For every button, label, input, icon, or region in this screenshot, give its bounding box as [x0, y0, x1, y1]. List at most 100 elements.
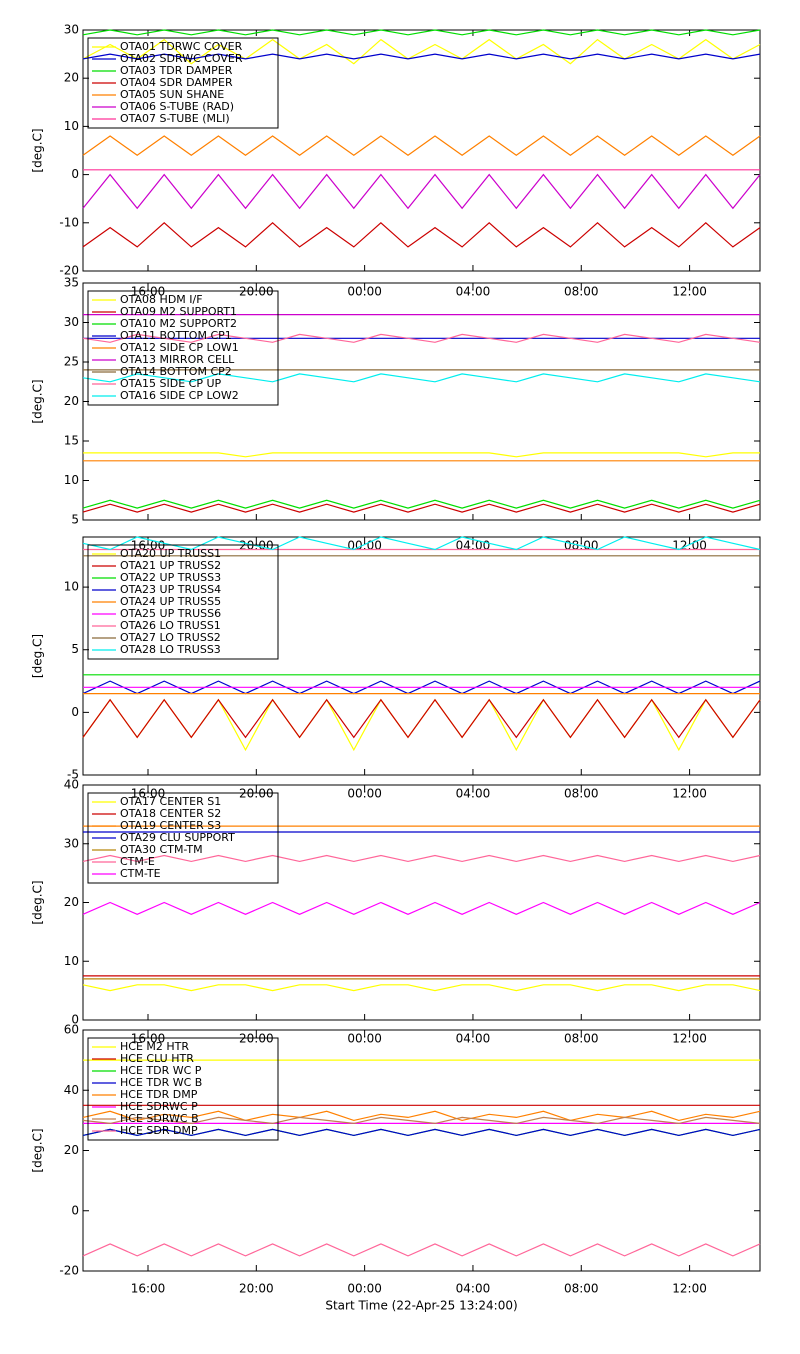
y-tick-label: 35 — [64, 276, 79, 290]
legend-label: OTA30 CTM-TM — [120, 843, 203, 856]
legend-label: OTA24 UP TRUSS5 — [120, 595, 221, 608]
x-tick-label: 04:00 — [456, 285, 491, 299]
legend-label: OTA10 M2 SUPPORT2 — [120, 317, 237, 330]
legend-label: OTA21 UP TRUSS2 — [120, 559, 221, 572]
y-tick-label: 10 — [64, 580, 79, 594]
y-tick-label: 20 — [64, 1143, 79, 1157]
y-tick-label: 0 — [71, 167, 79, 181]
series-line — [82, 536, 761, 551]
legend-label: OTA11 BOTTOM CP1 — [120, 329, 232, 342]
legend-label: HCE SDR DMP — [120, 1124, 198, 1137]
legend-label: OTA28 LO TRUSS3 — [120, 643, 221, 656]
legend-label: OTA04 SDR DAMPER — [120, 76, 233, 89]
legend-label: OTA15 SIDE CP UP — [120, 377, 222, 390]
series-line — [82, 53, 761, 60]
y-tick-label: 5 — [71, 642, 79, 656]
y-tick-label: 40 — [64, 778, 79, 792]
y-axis-label: [deg.C] — [31, 379, 45, 423]
y-tick-label: -10 — [59, 215, 79, 229]
x-tick-label: 04:00 — [456, 787, 491, 801]
series-line — [82, 854, 761, 863]
legend-label: OTA14 BOTTOM CP2 — [120, 365, 232, 378]
series-line — [82, 698, 761, 752]
series-line — [83, 452, 760, 458]
plot-frame — [82, 29, 761, 272]
y-tick-label: -5 — [67, 768, 79, 782]
y-tick-label: 20 — [64, 394, 79, 408]
legend-label: OTA09 M2 SUPPORT1 — [120, 305, 237, 318]
x-tick-label: 20:00 — [239, 1282, 274, 1296]
legend-label: OTA22 UP TRUSS3 — [120, 571, 221, 584]
y-tick-label: 10 — [64, 119, 79, 133]
legend-box — [87, 1037, 279, 1141]
legend-box — [87, 290, 279, 406]
x-tick-label: 12:00 — [672, 1282, 707, 1296]
x-tick-label: 12:00 — [672, 285, 707, 299]
series-line — [82, 901, 761, 915]
series-line — [82, 499, 761, 509]
legend-label: HCE SDRWC B — [120, 1112, 199, 1125]
x-tick-label: 04:00 — [456, 1282, 491, 1296]
legend-label: OTA02 SDRWC COVER — [120, 52, 243, 65]
legend-label: CTM-E — [120, 855, 155, 868]
legend-label: OTA12 SIDE CP LOW1 — [120, 341, 239, 354]
legend-label: OTA25 UP TRUSS6 — [120, 607, 221, 620]
y-axis-label: [deg.C] — [31, 634, 45, 678]
legend-label: OTA08 HDM I/F — [120, 293, 203, 306]
series-line — [82, 698, 761, 739]
x-tick-label: 12:00 — [672, 787, 707, 801]
legend-label: OTA26 LO TRUSS1 — [120, 619, 221, 632]
legend-label: OTA23 UP TRUSS4 — [120, 583, 221, 596]
legend-label: OTA18 CENTER S2 — [120, 807, 221, 820]
y-tick-label: 15 — [64, 434, 79, 448]
x-tick-label: 04:00 — [456, 539, 491, 553]
series-line — [82, 1116, 761, 1125]
legend-label: HCE TDR WC P — [120, 1064, 202, 1077]
series-line — [82, 333, 761, 343]
y-tick-label: 0 — [71, 705, 79, 719]
series-line — [82, 984, 761, 992]
series-line — [82, 29, 761, 36]
x-tick-label: 00:00 — [347, 1282, 382, 1296]
legend-label: CTM-TE — [120, 867, 161, 880]
legend-label: HCE M2 HTR — [120, 1040, 189, 1053]
legend-label: OTA29 CLU SUPPORT — [120, 831, 235, 844]
series-line — [82, 38, 761, 65]
y-tick-label: 20 — [64, 895, 79, 909]
y-tick-label: 25 — [64, 355, 79, 369]
x-tick-label: 00:00 — [347, 539, 382, 553]
series-line — [82, 1243, 761, 1257]
x-tick-label: 12:00 — [672, 1032, 707, 1046]
legend-box — [87, 792, 279, 884]
y-tick-label: 30 — [64, 836, 79, 850]
y-tick-label: 40 — [64, 1083, 79, 1097]
y-tick-label: 10 — [64, 473, 79, 487]
x-tick-label: 16:00 — [131, 1282, 166, 1296]
legend-label: OTA05 SUN SHANE — [120, 88, 224, 101]
x-tick-label: 08:00 — [564, 1032, 599, 1046]
legend-label: HCE TDR DMP — [120, 1088, 198, 1101]
legend-label: OTA03 TDR DAMPER — [120, 64, 233, 77]
y-tick-label: -20 — [59, 1264, 79, 1278]
plot-frame — [82, 536, 761, 776]
legend-label: HCE CLU HTR — [120, 1052, 194, 1065]
legend-label: OTA06 S-TUBE (RAD) — [120, 100, 234, 113]
series-line — [82, 173, 761, 210]
y-axis-label: [deg.C] — [31, 1128, 45, 1172]
y-axis-label: [deg.C] — [31, 880, 45, 924]
series-line — [82, 1110, 761, 1122]
x-tick-label: 08:00 — [564, 285, 599, 299]
legend-label: HCE TDR WC B — [120, 1076, 202, 1089]
series-line — [82, 373, 761, 383]
series-line — [82, 1128, 761, 1137]
legend-label: OTA17 CENTER S1 — [120, 795, 221, 808]
legend-label: OTA07 S-TUBE (MLI) — [120, 112, 230, 125]
y-tick-label: 10 — [64, 954, 79, 968]
legend-label: OTA16 SIDE CP LOW2 — [120, 389, 239, 402]
series-line — [82, 135, 761, 157]
legend-label: OTA19 CENTER S3 — [120, 819, 221, 832]
y-tick-label: 5 — [71, 513, 79, 527]
legend-box — [87, 544, 279, 660]
legend-label: OTA20 UP TRUSS1 — [120, 547, 221, 560]
